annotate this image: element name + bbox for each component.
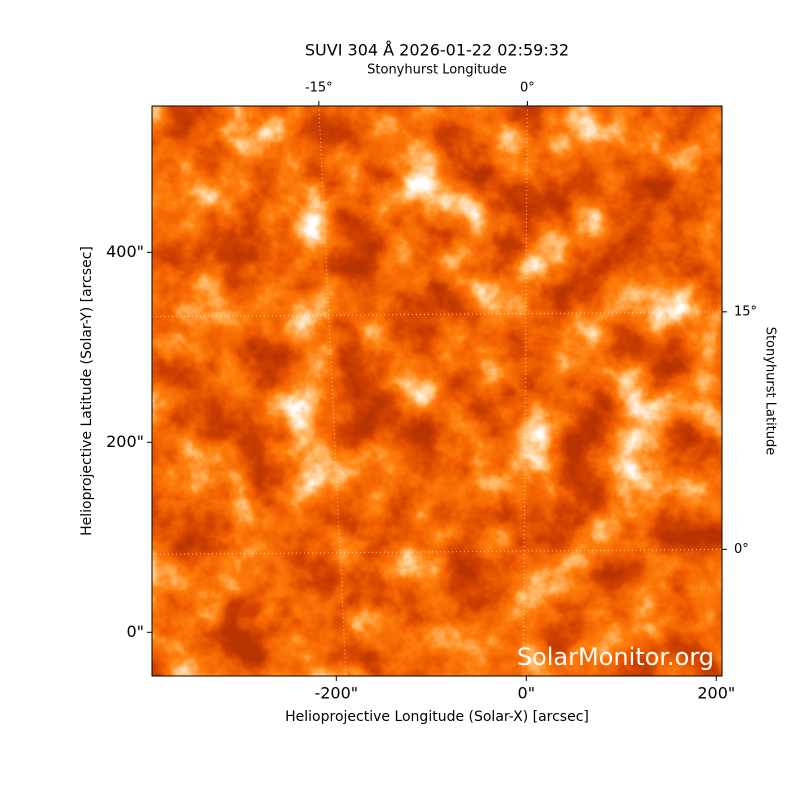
x-tick-label: 0"	[518, 684, 536, 703]
watermark: SolarMonitor.org	[517, 643, 714, 671]
x2-tick-label: -15°	[305, 81, 333, 96]
y-tick-label: 200"	[106, 432, 144, 451]
y-tick-label: 0"	[126, 622, 144, 641]
y2-tick-label: 0°	[734, 542, 749, 557]
x2-tick-label: 0°	[520, 81, 535, 96]
plot-frame	[151, 105, 723, 677]
x2-axis-label: Stonyhurst Longitude	[367, 63, 507, 78]
x-tick-label: -200"	[314, 684, 358, 703]
x-axis-label: Helioprojective Longitude (Solar-X) [arc…	[285, 709, 589, 725]
y2-tick-label: 15°	[734, 304, 757, 319]
chart-title: SUVI 304 Å 2026-01-22 02:59:32	[305, 41, 569, 60]
y-tick-label: 400"	[106, 242, 144, 261]
solar-image	[152, 106, 722, 676]
x-tick-label: 200"	[697, 684, 735, 703]
y2-axis-label: Stonyhurst Latitude	[763, 327, 778, 456]
y-axis-label: Helioprojective Latitude (Solar-Y) [arcs…	[79, 246, 95, 536]
